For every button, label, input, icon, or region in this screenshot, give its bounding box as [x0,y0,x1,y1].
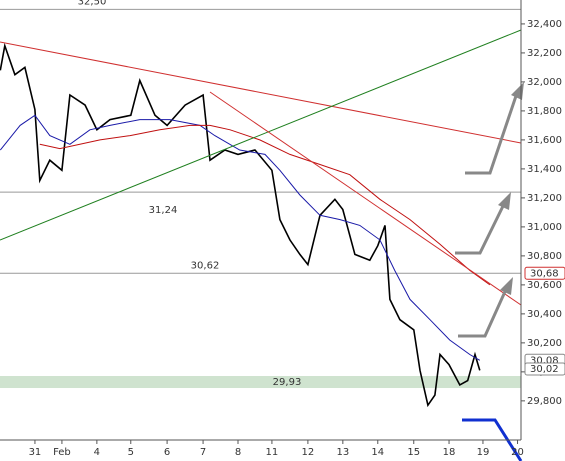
level-label: 29,93 [273,377,302,388]
x-tick-label: 7 [200,447,206,458]
arrow-head [498,192,511,210]
trend-line [0,29,522,241]
level-label: 30,62 [191,260,220,271]
y-tick-label: 32,200 [527,48,562,59]
price-badge-label: 30,02 [530,364,559,375]
y-tick-label: 31,600 [527,135,562,146]
arrow-head [500,277,513,295]
moving-average [39,124,491,286]
price-badge-label: 30,68 [530,268,559,279]
plot: 32,50 31,24 30,62 29,93 [0,0,521,408]
x-tick-label: 8 [235,447,241,458]
x-tick-label: Feb [53,447,71,458]
x-tick-label: 4 [94,447,100,458]
trend-line [0,41,522,144]
arrow [465,89,520,175]
x-tick-label: 20 [511,447,524,458]
x-tick-label: 11 [266,447,279,458]
price-badge-label: 30,08 [530,355,559,366]
x-tick-label: 31 [29,447,42,458]
y-tick-label: 30,400 [527,309,562,320]
price-line [0,42,481,408]
y-tick-label: 30,200 [527,338,562,349]
price-badge [524,266,565,280]
x-tick-label: 18 [443,447,456,458]
y-tick-label: 30,600 [527,280,562,291]
x-tick-label: 13 [336,447,349,458]
level-band [0,376,521,389]
arrow [455,199,508,255]
marker-line [462,418,523,461]
y-tick-label: 31,200 [527,193,562,204]
arrow [458,284,510,338]
level-label: 31,24 [149,205,178,216]
x-tick-label: 19 [477,447,490,458]
y-tick-label: 31,400 [527,164,562,175]
price-badge [524,362,565,376]
x-tick-label: 12 [302,447,315,458]
x-tick-label: 6 [164,447,170,458]
moving-average [0,114,481,361]
x-tick-label: 14 [371,447,384,458]
level-label: 32,50 [78,0,107,7]
y-tick-label: 31,800 [527,106,562,117]
trend-line [209,91,522,306]
y-tick-label: 31,000 [527,222,562,233]
y-tick-label: 30,800 [527,251,562,262]
y-tick-label: 32,400 [527,19,562,30]
y-tick-label: 29,800 [527,396,562,407]
x-tick-label: 15 [407,447,420,458]
x-tick-label: 5 [128,447,134,458]
y-tick-label: 32,000 [527,77,562,88]
